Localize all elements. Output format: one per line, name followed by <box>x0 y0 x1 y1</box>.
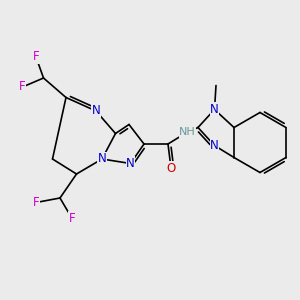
Text: O: O <box>167 161 176 175</box>
Text: N: N <box>210 103 219 116</box>
Text: NH: NH <box>179 127 196 137</box>
Text: N: N <box>126 157 135 170</box>
Text: N: N <box>98 152 106 166</box>
Text: N: N <box>92 104 100 118</box>
Text: N: N <box>210 139 219 152</box>
Text: F: F <box>69 212 75 225</box>
Text: F: F <box>19 80 26 94</box>
Text: F: F <box>33 196 39 209</box>
Text: F: F <box>33 50 39 64</box>
